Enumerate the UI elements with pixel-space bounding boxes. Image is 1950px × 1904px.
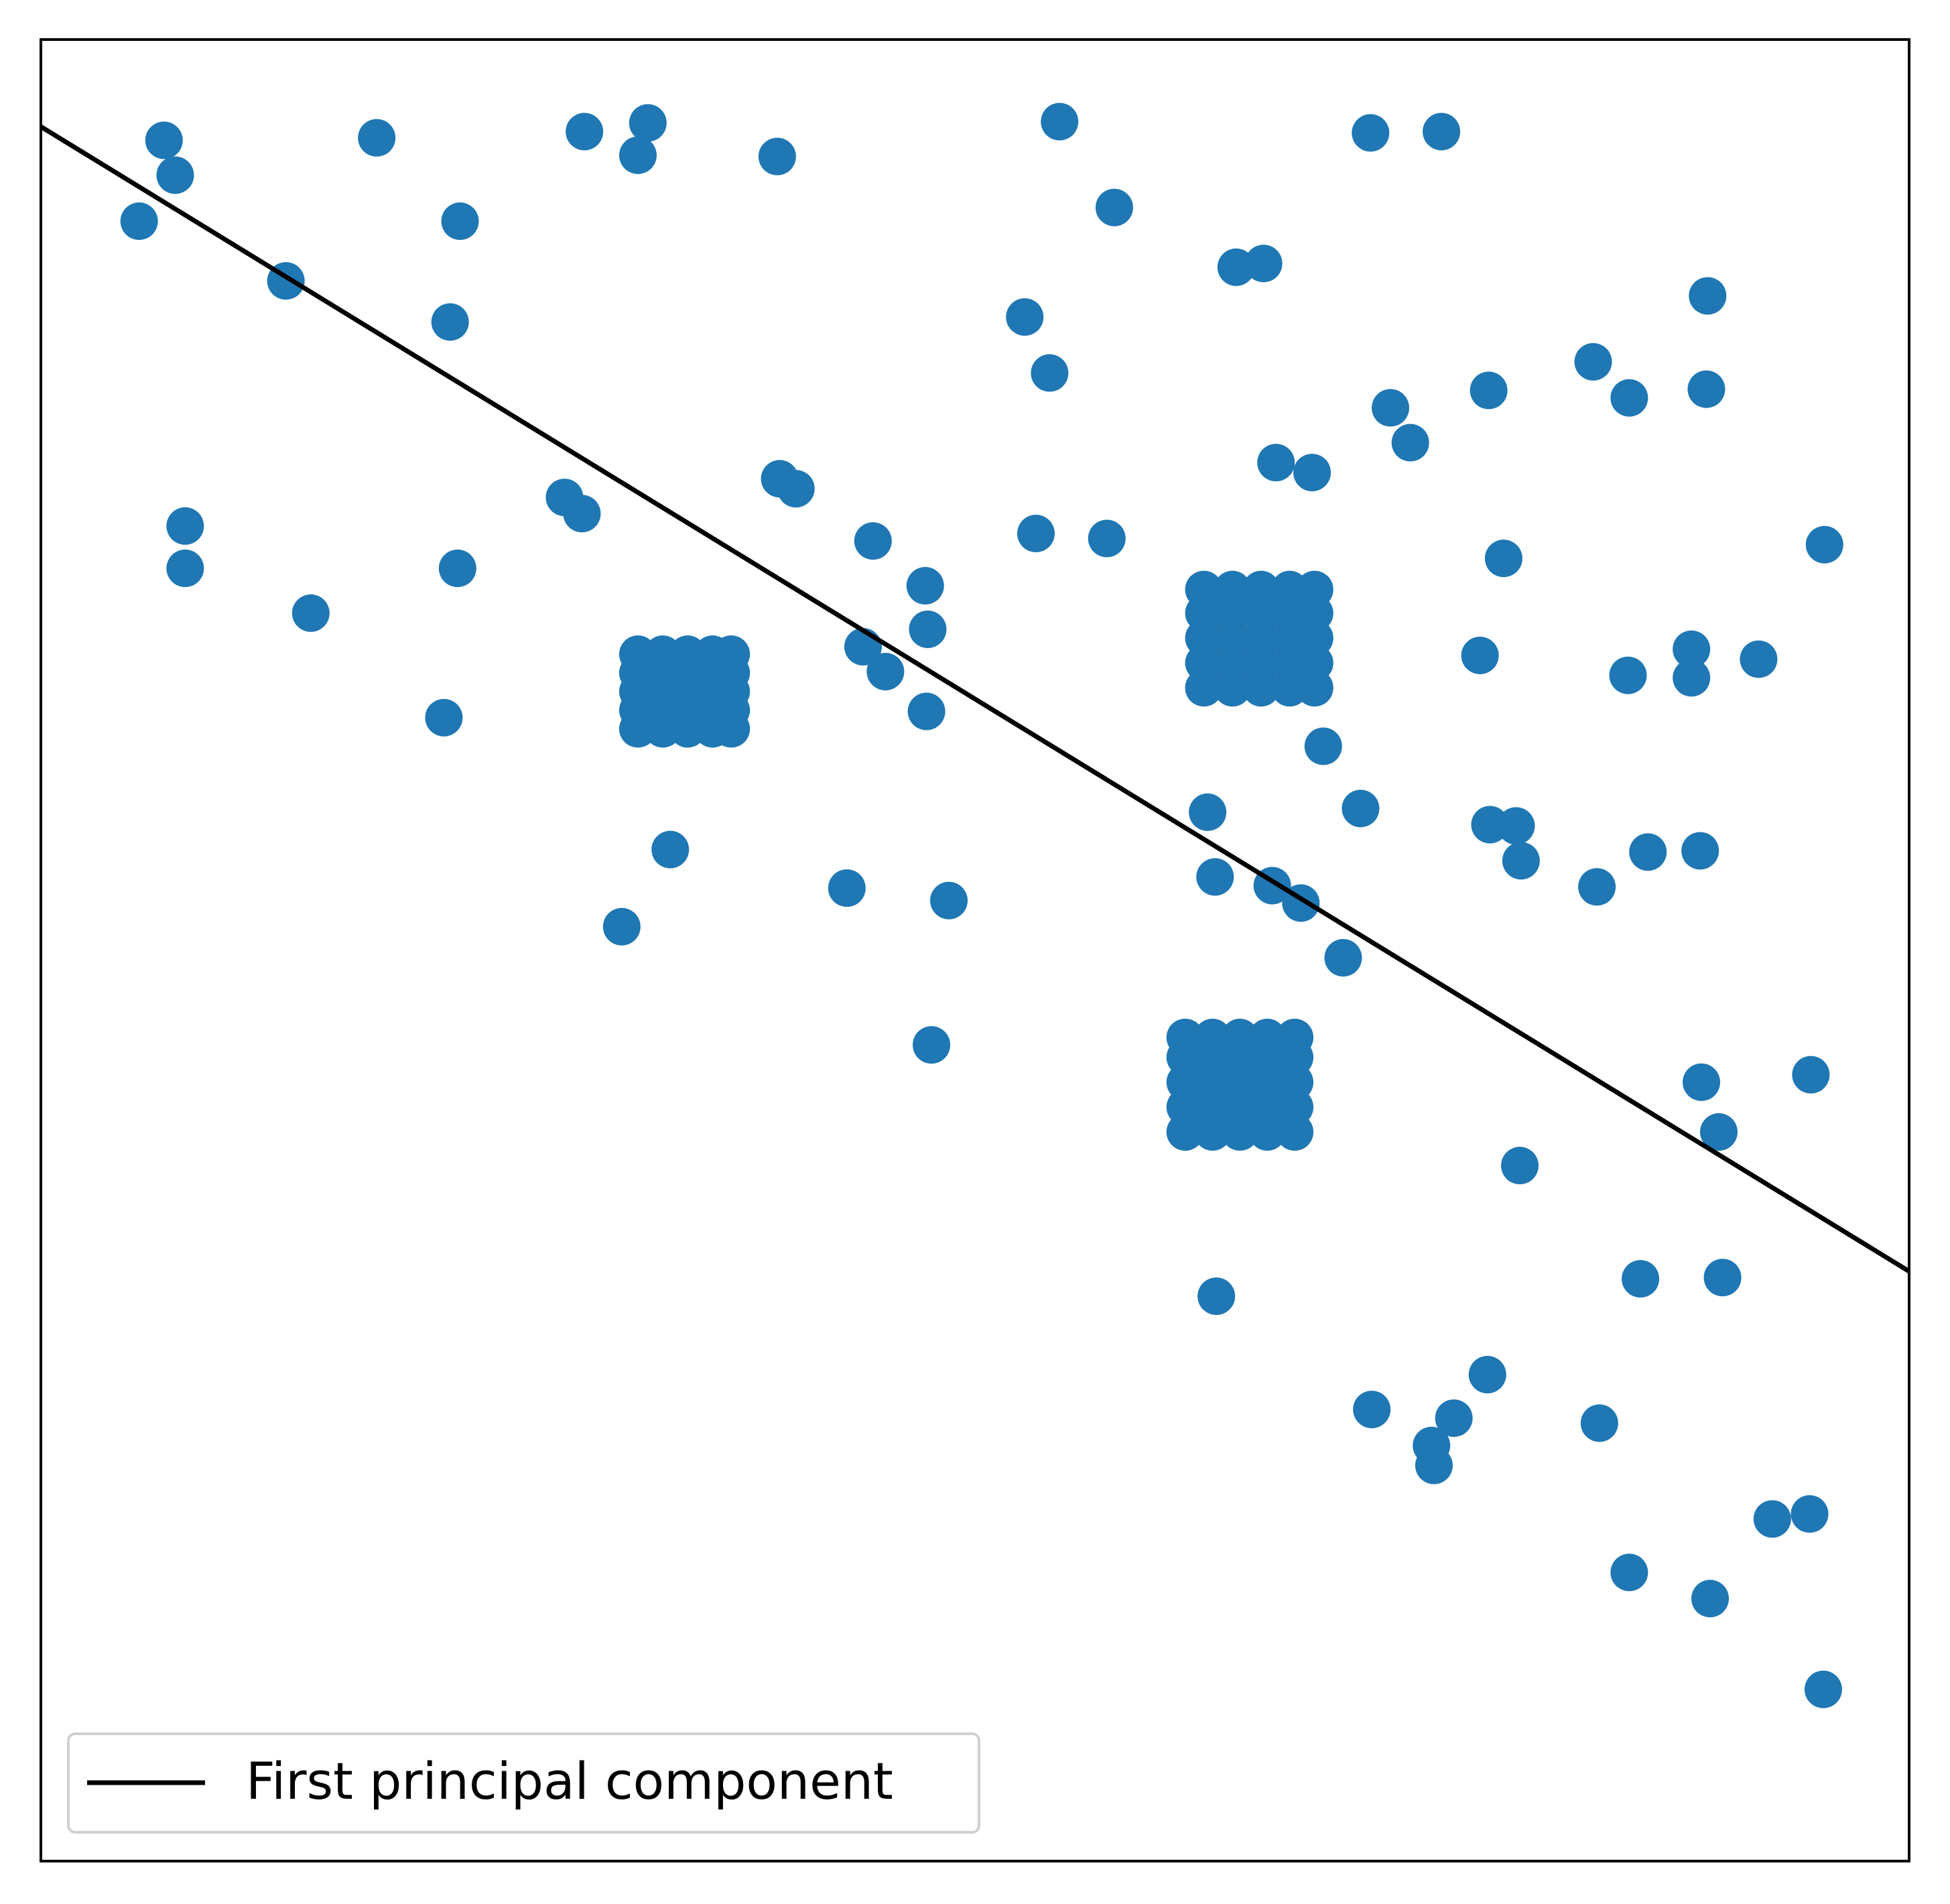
point [358, 119, 396, 157]
point [145, 121, 183, 160]
point [828, 869, 866, 907]
point [1609, 656, 1647, 694]
point [1353, 1391, 1391, 1429]
point [1244, 245, 1283, 283]
point [854, 522, 892, 560]
point [1371, 389, 1409, 427]
point [1041, 103, 1079, 141]
principal-line [40, 124, 1910, 1273]
point [1574, 342, 1612, 381]
point [1501, 1147, 1539, 1185]
point [1703, 1259, 1742, 1297]
point [1610, 379, 1648, 417]
point [1681, 832, 1719, 870]
point [758, 137, 796, 176]
point [1276, 1018, 1314, 1056]
point [1435, 1399, 1473, 1438]
point [1006, 298, 1044, 336]
point [156, 156, 194, 194]
point [438, 550, 476, 588]
point [1295, 570, 1334, 609]
point [1095, 188, 1133, 227]
point [566, 113, 604, 151]
point [1673, 659, 1711, 697]
point [441, 202, 479, 241]
point [1257, 444, 1295, 482]
point [1189, 793, 1227, 831]
point [1031, 354, 1069, 392]
point [1687, 370, 1726, 408]
point [1683, 1063, 1721, 1101]
plot-frame [40, 38, 1910, 1862]
point [1352, 114, 1390, 152]
point [1470, 371, 1508, 409]
point [1185, 570, 1223, 609]
point [913, 1026, 951, 1064]
point [563, 495, 601, 533]
legend-label: First principal component [246, 1751, 893, 1811]
point [866, 653, 905, 691]
point [120, 202, 158, 241]
point [1792, 1056, 1830, 1094]
point [1342, 789, 1380, 828]
point [166, 507, 204, 545]
point [1017, 515, 1055, 553]
point [1214, 570, 1252, 609]
point [1461, 636, 1499, 674]
point [291, 594, 330, 632]
point [1221, 1018, 1259, 1056]
point [909, 611, 947, 649]
point [1791, 1495, 1829, 1533]
point [1610, 1553, 1648, 1592]
point [629, 104, 667, 142]
point [1578, 868, 1616, 906]
point [619, 136, 657, 174]
point [907, 692, 946, 731]
point [1166, 1018, 1204, 1056]
point [425, 698, 463, 737]
point [1484, 540, 1522, 578]
point [1293, 454, 1331, 492]
legend-box [67, 1732, 980, 1834]
point [1629, 833, 1667, 871]
point [1217, 248, 1255, 286]
point [1804, 1670, 1842, 1708]
point [1468, 1356, 1506, 1394]
point [1622, 1260, 1660, 1298]
point [431, 303, 469, 341]
point [602, 907, 641, 946]
point [1740, 640, 1778, 678]
point [1497, 807, 1535, 845]
point [166, 550, 204, 588]
point [1242, 570, 1280, 609]
point [651, 830, 690, 869]
point [1673, 630, 1711, 668]
point [1304, 727, 1342, 765]
point [777, 470, 815, 508]
point [1197, 1277, 1236, 1316]
point [1248, 1018, 1287, 1056]
point [1391, 424, 1429, 462]
point [1193, 1018, 1232, 1056]
point [1415, 1446, 1453, 1484]
point [930, 881, 968, 919]
point [1088, 519, 1126, 558]
point [1805, 525, 1843, 564]
point [1691, 1580, 1730, 1618]
point [1324, 939, 1362, 977]
point [1753, 1500, 1791, 1538]
point [1580, 1404, 1618, 1442]
point [906, 567, 944, 605]
point [712, 635, 751, 674]
point [1196, 858, 1234, 896]
point [1700, 1113, 1738, 1151]
point [1502, 842, 1540, 880]
point [1689, 277, 1727, 315]
point [1423, 113, 1461, 151]
